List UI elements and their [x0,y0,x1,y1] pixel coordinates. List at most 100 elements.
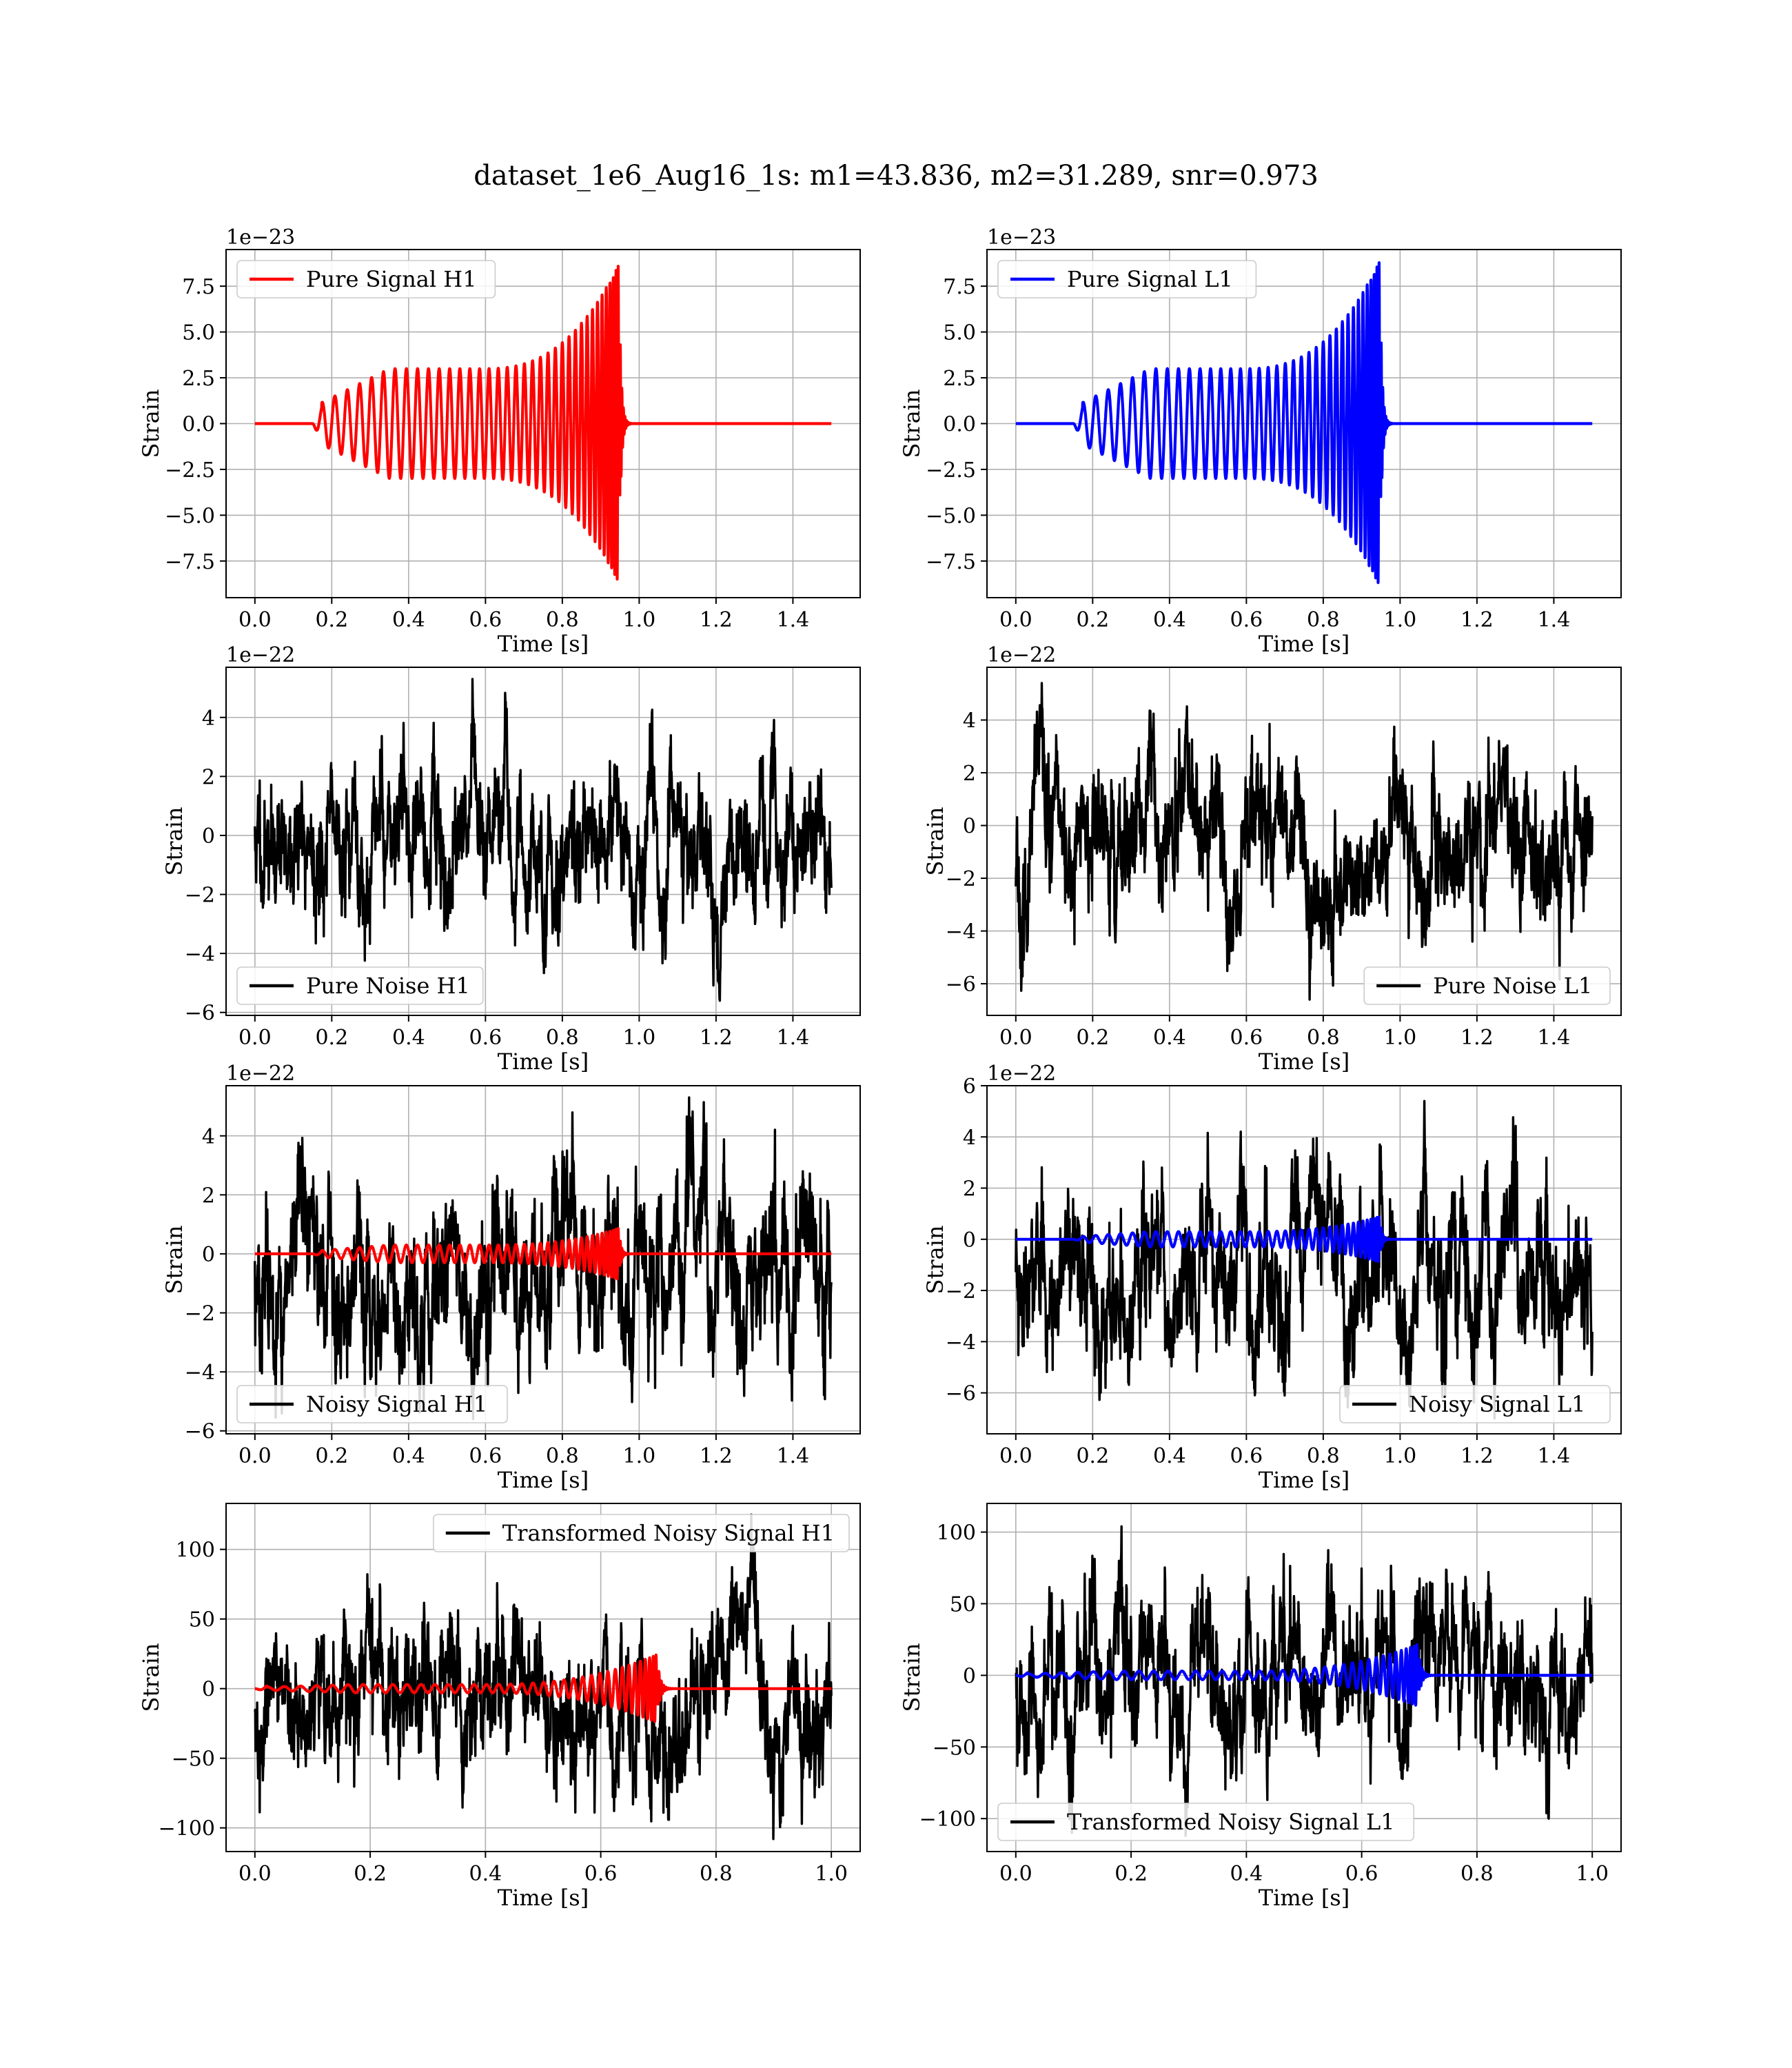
x-tick-label: 0.4 [1153,1444,1186,1468]
y-tick-label: 2 [202,1184,215,1208]
panel-noisy-signal-l1: 0.0 0.2 0.4 0.6 0.8 1.0 1.2 1.4 −6 −4 −2 0 2 4 6 Time [… [922,1062,1622,1493]
x-tick-label: 0.2 [354,1862,387,1886]
legend-label: Pure Noise L1 [1433,973,1592,999]
legend-box [1363,966,1611,1005]
x-tick-label: 0.2 [1076,1026,1109,1050]
panel-pure-noise-h1: 0.0 0.2 0.4 0.6 0.8 1.0 1.2 1.4 −6 −4 −2 0 2 4 Time [s… [161,643,861,1075]
x-tick-label: 1.0 [815,1862,848,1886]
series-group [254,265,833,581]
legend: Pure Noise L1 [1363,966,1611,1005]
x-tick-label: 0.6 [584,1862,618,1886]
figure-title: dataset_1e6_Aug16_1s: m1=43.836, m2=31.2… [474,160,1318,192]
y-tick-label: −7.5 [165,550,215,574]
x-tick-label: 0.6 [1230,1026,1263,1050]
x-tick-label: 0.6 [469,1444,502,1468]
x-axis-label: Time [s] [1259,631,1350,657]
y-tick-label: 4 [963,1126,976,1150]
x-tick-label: 1.4 [1538,1444,1571,1468]
y-tick-label: 6 [963,1075,976,1099]
y-tick-label: −6 [185,1002,215,1026]
x-tick-label: 1.2 [700,1444,733,1468]
x-tick-label: 1.4 [1538,1026,1571,1050]
y-tick-label: 0 [963,815,976,839]
y-tick-label: 2 [963,1177,976,1202]
x-tick-label: 0.6 [1230,608,1263,632]
x-tick-label: 0.2 [1076,1444,1109,1468]
axis-offset-text: 1e−22 [226,643,295,667]
x-tick-label: 1.2 [1460,1026,1494,1050]
x-axis-label: Time [s] [498,1467,589,1493]
y-tick-label: 7.5 [182,275,215,299]
y-tick-label: −2.5 [926,458,976,483]
y-tick-label: 4 [963,709,976,733]
series-group [1015,261,1594,585]
y-axis-label: Strain [138,1643,164,1712]
legend: Pure Signal L1 [997,260,1257,298]
y-tick-label: −5.0 [926,504,976,528]
x-tick-label: 0.4 [392,1026,425,1050]
y-tick-label: 4 [202,1125,215,1149]
panel-pure-signal-l1: 0.0 0.2 0.4 0.6 0.8 1.0 1.2 1.4 −7.5 −5.0 −2.5 0.0 2… [899,225,1622,657]
x-tick-label: 0.2 [1114,1862,1148,1886]
legend-box [997,260,1257,298]
series-group [254,1096,833,1421]
x-tick-label: 1.0 [623,608,656,632]
x-tick-label: 1.0 [1384,1444,1417,1468]
y-tick-label: −100 [919,1807,976,1832]
y-axis-label: Strain [899,1643,925,1712]
x-axis-label: Time [s] [1259,1048,1350,1075]
axes-frame [225,1503,861,1852]
x-axis-label: Time [s] [498,1885,589,1911]
legend-label: Pure Signal L1 [1067,266,1233,292]
axis-offset-text: 1e−22 [987,643,1056,667]
y-tick-label: 50 [950,1592,976,1616]
x-tick-label: 0.8 [1307,1026,1340,1050]
x-tick-label: 0.0 [238,1862,272,1886]
x-axis-label: Time [s] [498,631,589,657]
x-tick-label: 0.2 [315,608,348,632]
x-tick-label: 1.2 [700,608,733,632]
x-tick-label: 0.4 [392,608,425,632]
x-tick-label: 0.4 [392,1444,425,1468]
series-line-noise [254,1096,833,1421]
y-tick-label: −2 [946,867,976,891]
legend-box [432,1514,850,1552]
y-tick-label: 100 [176,1539,215,1563]
y-tick-label: −4 [946,920,976,944]
series-line-noise [1015,682,1594,1001]
panel-transformed-noisy-signal-l1: 0.0 0.2 0.4 0.6 0.8 1.0 −100 −50 0 50 100 Time [s] S… [899,1503,1622,1911]
x-tick-label: 0.0 [238,608,272,632]
y-tick-label: −5.0 [165,504,215,528]
y-tick-label: 2 [202,765,215,789]
axes-frame [225,1085,861,1435]
y-axis-label: Strain [899,389,925,458]
y-tick-label: 0.0 [943,413,976,437]
x-tick-label: 1.0 [1576,1862,1609,1886]
y-tick-label: 0 [202,824,215,849]
axis-offset-text: 1e−22 [226,1062,295,1086]
panel-transformed-noisy-signal-h1: 0.0 0.2 0.4 0.6 0.8 1.0 −100 −50 0 50 100 Time [s] S… [138,1503,861,1911]
series-group [254,1513,833,1841]
y-tick-label: −2 [185,884,215,908]
x-tick-label: 0.8 [546,608,579,632]
legend: Pure Signal H1 [236,260,496,298]
legend-label: Transformed Noisy Signal H1 [502,1520,835,1546]
legend-label: Pure Signal H1 [306,266,477,292]
y-tick-label: −50 [933,1736,976,1760]
y-tick-label: 7.5 [943,275,976,299]
x-tick-label: 0.8 [546,1444,579,1468]
panel-pure-noise-l1: 0.0 0.2 0.4 0.6 0.8 1.0 1.2 1.4 −6 −4 −2 0 2 4 Time [s… [922,643,1622,1075]
y-tick-label: 50 [189,1608,215,1632]
x-tick-label: 0.6 [1230,1444,1263,1468]
axes-frame [986,667,1622,1016]
y-tick-label: 0.0 [182,413,215,437]
legend: Pure Noise H1 [236,966,484,1005]
x-tick-label: 0.6 [469,608,502,632]
legend-box [236,260,496,298]
x-tick-label: 1.0 [623,1026,656,1050]
series-line-signal [254,265,833,581]
panel-pure-signal-h1: 0.0 0.2 0.4 0.6 0.8 1.0 1.2 1.4 −7.5 −5.0 −2.5 0.0 2… [138,225,861,657]
legend-label: Pure Noise H1 [306,973,470,999]
y-axis-label: Strain [922,1226,948,1295]
y-tick-label: 0 [202,1243,215,1267]
